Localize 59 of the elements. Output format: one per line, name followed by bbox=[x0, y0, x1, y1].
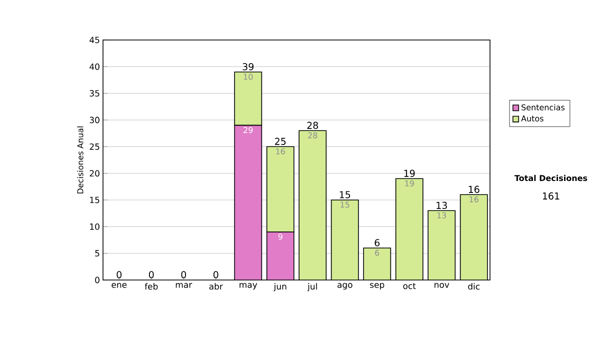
bar bbox=[395, 178, 424, 280]
data-label: 15 bbox=[340, 202, 350, 208]
x-tick-label: ago bbox=[337, 283, 352, 290]
y-tick-label: 30 bbox=[90, 116, 100, 124]
bar bbox=[330, 200, 359, 280]
y-tick-label: 40 bbox=[90, 63, 100, 70]
text: Total Decisiones bbox=[514, 174, 588, 182]
data-label: 6 bbox=[375, 250, 380, 256]
legend-label: Autos bbox=[521, 116, 544, 122]
data-label: 10 bbox=[244, 74, 253, 80]
x-tick-label: ene bbox=[112, 283, 127, 288]
bar bbox=[298, 130, 327, 280]
total-label: 0 bbox=[213, 271, 218, 278]
text: 161 bbox=[542, 192, 560, 200]
data-label: 9 bbox=[278, 234, 282, 240]
bar bbox=[460, 194, 488, 280]
bar bbox=[428, 210, 456, 280]
data-label: 29 bbox=[244, 127, 253, 134]
y-axis-title: Decisiones Anual bbox=[77, 126, 84, 194]
y-tick-label: 15 bbox=[90, 196, 100, 204]
total-label: 13 bbox=[436, 202, 447, 209]
data-label: 19 bbox=[405, 180, 414, 186]
x-tick-label: nov bbox=[434, 283, 450, 288]
total-label: 15 bbox=[340, 191, 350, 198]
y-tick-label: 10 bbox=[90, 223, 100, 230]
x-tick-label: may bbox=[240, 283, 258, 290]
total-label: 19 bbox=[404, 170, 415, 177]
data-label: 13 bbox=[437, 212, 446, 218]
data-label: 16 bbox=[276, 148, 285, 154]
y-tick-label: 25 bbox=[90, 143, 100, 150]
total-label: 25 bbox=[275, 138, 286, 145]
bar bbox=[363, 248, 392, 280]
x-tick-label: mar bbox=[176, 283, 192, 288]
x-tick-label: dic bbox=[468, 283, 480, 290]
x-tick-label: sep bbox=[370, 283, 384, 290]
total-label: 39 bbox=[242, 63, 254, 70]
data-label: 28 bbox=[308, 132, 318, 138]
total-label: 6 bbox=[374, 239, 380, 246]
total-label: 28 bbox=[307, 122, 318, 129]
x-tick-label: oct bbox=[403, 283, 416, 290]
bar bbox=[266, 232, 294, 280]
x-tick-label: feb bbox=[144, 283, 158, 290]
x-tick-label: jul bbox=[307, 283, 317, 292]
total-label: 0 bbox=[148, 271, 154, 278]
data-label: 16 bbox=[470, 196, 478, 202]
y-tick-label: 0 bbox=[95, 276, 100, 284]
y-tick-label: 20 bbox=[90, 170, 100, 177]
x-tick-label: abr bbox=[209, 283, 223, 290]
total-label: 0 bbox=[116, 271, 122, 278]
y-tick-label: 45 bbox=[90, 36, 100, 44]
bar bbox=[234, 124, 262, 280]
y-tick-label: 5 bbox=[95, 250, 100, 256]
x-tick-label: jun bbox=[274, 283, 286, 292]
y-tick-label: 35 bbox=[90, 90, 100, 97]
bar bbox=[234, 72, 262, 126]
legend-label: Sentencias bbox=[522, 104, 565, 110]
total-label: 16 bbox=[468, 186, 480, 193]
bar bbox=[266, 146, 294, 232]
total-label: 0 bbox=[181, 271, 186, 278]
